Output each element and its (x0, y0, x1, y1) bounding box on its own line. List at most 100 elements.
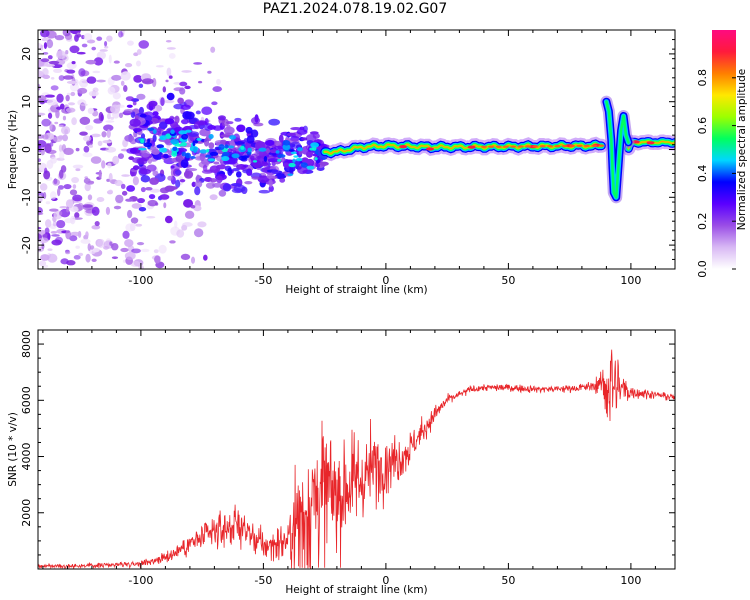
noise-blob (40, 254, 50, 261)
cluster-blob (258, 150, 267, 157)
noise-blob (131, 203, 142, 209)
noise-blob (180, 253, 191, 260)
noise-blob (61, 144, 67, 153)
noise-blob (99, 49, 108, 52)
noise-blob (193, 205, 202, 212)
noise-blob (90, 156, 102, 164)
noise-blob (92, 247, 100, 253)
noise-blob (111, 256, 119, 260)
noise-blob (91, 258, 97, 262)
cluster-blob (257, 175, 270, 184)
cluster-highlight (240, 145, 245, 150)
noise-blob (114, 179, 123, 187)
noise-blob (62, 115, 67, 121)
noise-blob (96, 79, 106, 83)
y-tick-label: 8000 (20, 330, 33, 358)
y-tick-label: -10 (20, 188, 33, 206)
noise-blob (182, 222, 193, 227)
noise-blob (82, 205, 94, 211)
cluster-blob (175, 190, 184, 196)
noise-blob (79, 131, 88, 136)
noise-blob (41, 118, 51, 127)
cluster-blob (212, 182, 223, 188)
noise-blob (69, 206, 79, 212)
noise-blob (38, 226, 42, 230)
cluster-blob (208, 142, 215, 149)
chart-title: PAZ1.2024.078.19.02.G07 (262, 1, 448, 17)
cluster-blob (123, 108, 135, 113)
noise-blob (75, 147, 80, 152)
noise-blob (162, 86, 167, 93)
ridge-peak (547, 145, 554, 148)
noise-blob (50, 230, 58, 234)
noise-blob (93, 57, 104, 66)
cluster-blob (139, 113, 147, 118)
noise-blob (39, 260, 47, 267)
noise-blob (124, 62, 133, 68)
cluster-highlight (190, 155, 196, 159)
cluster-highlight (170, 129, 175, 134)
cluster-blob (174, 169, 182, 176)
ridge-peak (426, 147, 434, 151)
cluster-highlight (180, 141, 187, 147)
cluster-highlight (247, 147, 253, 153)
ridge-peak (598, 144, 605, 147)
noise-blob (66, 80, 78, 84)
cluster-blob (185, 168, 198, 172)
cluster-blob (271, 169, 279, 175)
cluster-highlight (309, 147, 315, 151)
cluster-highlight (258, 147, 267, 152)
cluster-highlight (297, 147, 303, 152)
cluster-blob (149, 177, 160, 185)
noise-blob (43, 42, 48, 49)
cluster-blob (258, 189, 271, 194)
cluster-highlight (314, 157, 318, 161)
noise-blob (205, 182, 216, 189)
noise-blob (166, 47, 176, 50)
ridge-peak (554, 144, 561, 148)
noise-blob (65, 94, 70, 102)
noise-blob (68, 102, 76, 106)
noise-blob (44, 143, 52, 154)
noise-blob (53, 68, 63, 74)
noise-blob (104, 40, 108, 47)
cluster-blob (138, 83, 144, 89)
cluster-blob (268, 179, 273, 188)
cluster-highlight (158, 147, 168, 153)
y-axis-label: Frequency (Hz) (7, 110, 19, 189)
noise-blob (98, 169, 102, 179)
noise-blob (47, 248, 53, 251)
noise-blob (86, 76, 97, 84)
noise-blob (124, 251, 136, 260)
x-tick-label: 0 (382, 274, 389, 287)
cluster-highlight (209, 151, 219, 156)
cluster-blob (250, 117, 261, 125)
noise-blob (63, 75, 74, 80)
ridge-peak (561, 144, 568, 148)
noise-blob (78, 68, 86, 77)
cluster-blob (175, 179, 181, 188)
cluster-highlight (300, 162, 308, 168)
noise-blob (42, 67, 49, 76)
noise-blob (75, 168, 81, 172)
cluster-highlight (138, 147, 147, 151)
noise-blob (97, 140, 103, 147)
noise-blob (45, 201, 51, 205)
noise-blob (207, 70, 212, 74)
cluster-highlight (306, 165, 315, 170)
noise-blob (55, 236, 63, 244)
noise-blob (154, 255, 161, 264)
noise-blob (72, 194, 83, 202)
cluster-blob (125, 198, 134, 202)
cluster-blob (152, 134, 157, 143)
noise-blob (155, 65, 164, 68)
x-axis-label: Height of straight line (km) (285, 284, 427, 296)
noise-blob (56, 219, 66, 229)
noise-blob (80, 238, 91, 244)
cluster-blob (215, 175, 223, 184)
x-tick-label: 100 (620, 274, 641, 287)
noise-blob (65, 206, 70, 213)
cluster-highlight (172, 146, 178, 151)
noise-blob (66, 69, 76, 74)
noise-blob (105, 206, 111, 215)
